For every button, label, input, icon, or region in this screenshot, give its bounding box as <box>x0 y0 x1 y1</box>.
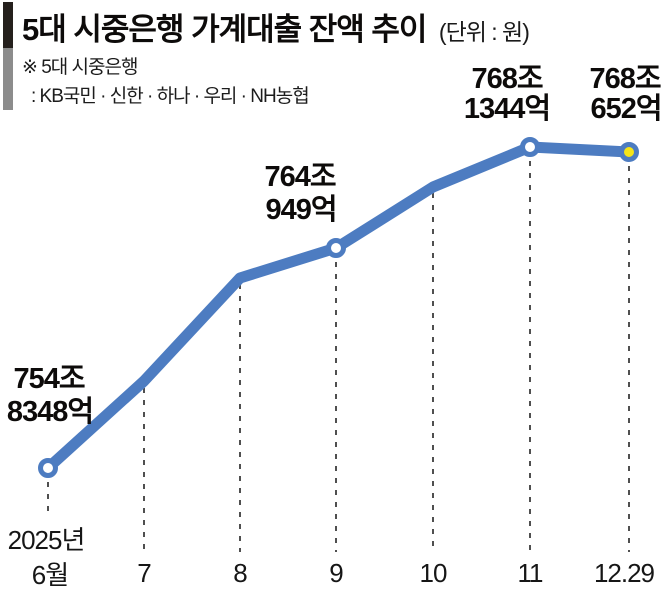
value-label-nov-line1: 768조 <box>471 63 542 95</box>
x-tick-sep: 9 <box>329 558 343 588</box>
trend-line <box>42 141 635 474</box>
left-accent-bar-gray <box>3 48 13 110</box>
value-label-sep-line2: 949억 <box>265 193 336 226</box>
value-label-sep-line1: 764조 <box>264 161 335 193</box>
left-accent-bar-black <box>3 2 13 48</box>
value-label-nov-line2: 1344억 <box>464 92 550 125</box>
value-label-jun-line2: 8348억 <box>7 395 93 428</box>
x-tick-jul: 7 <box>137 558 151 588</box>
marker-dec29 <box>619 142 639 162</box>
header: 5대 시중은행 가계대출 잔액 추이 (단위 : 원) <box>22 4 662 49</box>
x-tick-nov: 11 <box>518 558 544 588</box>
marker-nov <box>520 137 540 157</box>
footnote-line2: : KB국민 · 신한 · 하나 · 우리 · NH농협 <box>31 86 310 107</box>
marker-jun <box>38 458 58 478</box>
value-label-jun-line1: 754조 <box>13 363 84 395</box>
x-tick-jun: 6월 <box>32 560 68 589</box>
value-label-dec29-line2: 652억 <box>590 92 661 125</box>
value-label-dec29-line1: 768조 <box>589 63 660 95</box>
footnote-line1: ※ 5대 시중은행 <box>22 57 138 78</box>
page-title: 5대 시중은행 가계대출 잔액 추이 <box>22 12 427 47</box>
x-tick-dec29: 12.29 <box>594 558 655 588</box>
unit-note: (단위 : 원) <box>438 19 530 45</box>
x-tick-oct: 10 <box>420 558 447 588</box>
x-tick-aug: 8 <box>233 558 247 588</box>
x-tick-2025: 2025년 <box>8 525 85 555</box>
marker-sep <box>326 238 346 258</box>
